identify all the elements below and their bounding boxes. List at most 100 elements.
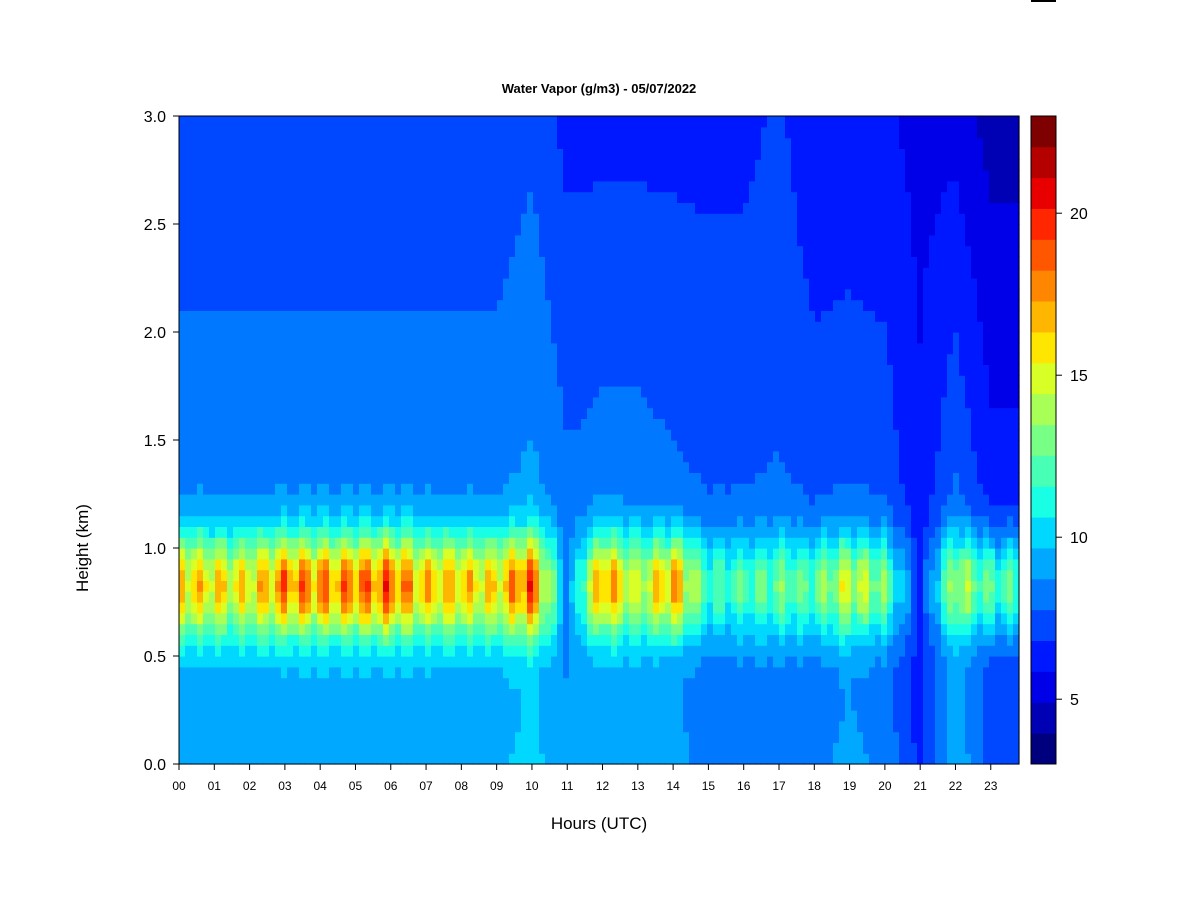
heatmap-cell bbox=[347, 472, 354, 484]
heatmap-cell bbox=[293, 375, 300, 387]
heatmap-cell bbox=[281, 483, 288, 495]
heatmap-cell bbox=[497, 612, 504, 625]
heatmap-cell bbox=[509, 342, 516, 355]
heatmap-cell bbox=[419, 472, 426, 484]
heatmap-cell bbox=[647, 429, 654, 441]
heatmap-cell bbox=[635, 731, 642, 743]
heatmap-cell bbox=[527, 710, 534, 722]
heatmap-cell bbox=[257, 634, 264, 646]
heatmap-cell bbox=[563, 677, 570, 689]
heatmap-cell bbox=[629, 332, 636, 344]
heatmap-cell bbox=[341, 515, 348, 527]
heatmap-cell bbox=[389, 645, 396, 657]
heatmap-cell bbox=[593, 288, 600, 301]
heatmap-cell bbox=[647, 742, 654, 754]
heatmap-cell bbox=[263, 720, 270, 733]
heatmap-cell bbox=[653, 202, 660, 214]
heatmap-cell bbox=[671, 148, 678, 160]
heatmap-cell bbox=[203, 558, 210, 571]
heatmap-cell bbox=[227, 461, 234, 473]
heatmap-cell bbox=[281, 537, 288, 549]
heatmap-cell bbox=[425, 342, 432, 355]
heatmap-cell bbox=[503, 742, 510, 754]
heatmap-cell bbox=[581, 407, 588, 419]
heatmap-cell bbox=[419, 342, 426, 355]
chart-title: Water Vapor (g/m3) - 05/07/2022 bbox=[502, 81, 697, 96]
heatmap-cell bbox=[641, 342, 648, 355]
heatmap-cell bbox=[533, 256, 540, 268]
heatmap-cell bbox=[407, 440, 414, 452]
heatmap-cell bbox=[665, 634, 672, 646]
heatmap-cell bbox=[491, 494, 498, 506]
heatmap-cell bbox=[209, 483, 216, 495]
heatmap-cell bbox=[437, 656, 444, 668]
heatmap-cell bbox=[563, 180, 570, 193]
heatmap-cell bbox=[485, 267, 492, 279]
heatmap-cell bbox=[455, 321, 462, 333]
heatmap-cell bbox=[653, 742, 660, 754]
heatmap-cell bbox=[209, 666, 216, 679]
heatmap-cell bbox=[485, 720, 492, 733]
heatmap-cell bbox=[353, 688, 360, 700]
heatmap-cell bbox=[263, 634, 270, 646]
heatmap-cell bbox=[419, 591, 426, 603]
heatmap-cell bbox=[425, 602, 432, 614]
heatmap-cell bbox=[287, 310, 294, 322]
heatmap-cell bbox=[575, 461, 582, 473]
heatmap-cell bbox=[497, 731, 504, 743]
heatmap-cell bbox=[617, 170, 624, 182]
heatmap-cell bbox=[545, 137, 552, 149]
heatmap-cell bbox=[377, 364, 384, 376]
heatmap-cell bbox=[485, 137, 492, 149]
heatmap-cell bbox=[425, 310, 432, 322]
heatmap-cell bbox=[623, 612, 630, 625]
heatmap-cell bbox=[515, 677, 522, 689]
heatmap-cell bbox=[389, 656, 396, 668]
heatmap-cell bbox=[533, 537, 540, 549]
heatmap-cell bbox=[335, 364, 342, 376]
heatmap-cell bbox=[557, 407, 564, 419]
heatmap-cell bbox=[359, 720, 366, 733]
heatmap-cell bbox=[635, 418, 642, 430]
heatmap-cell bbox=[317, 256, 324, 268]
heatmap-cell bbox=[281, 699, 288, 711]
heatmap-cell bbox=[509, 515, 516, 527]
heatmap-cell bbox=[299, 461, 306, 473]
heatmap-cell bbox=[551, 342, 558, 355]
heatmap-cell bbox=[269, 612, 276, 625]
heatmap-cell bbox=[413, 191, 420, 203]
heatmap-cell bbox=[317, 677, 324, 689]
heatmap-cell bbox=[341, 396, 348, 409]
heatmap-cell bbox=[239, 321, 246, 333]
heatmap-cell bbox=[545, 213, 552, 225]
heatmap-cell bbox=[533, 558, 540, 571]
heatmap-cell bbox=[509, 126, 516, 139]
heatmap-cell bbox=[281, 450, 288, 463]
heatmap-cell bbox=[557, 353, 564, 365]
heatmap-cell bbox=[203, 699, 210, 711]
heatmap-cell bbox=[467, 224, 474, 236]
heatmap-cell bbox=[323, 148, 330, 160]
heatmap-cell bbox=[365, 688, 372, 700]
heatmap-cell bbox=[593, 483, 600, 495]
heatmap-cell bbox=[179, 191, 186, 203]
heatmap-cell bbox=[209, 688, 216, 700]
heatmap-cell bbox=[341, 612, 348, 625]
heatmap-cell bbox=[455, 159, 462, 171]
heatmap-cell bbox=[329, 494, 336, 506]
heatmap-cell bbox=[677, 710, 684, 722]
heatmap-cell bbox=[335, 137, 342, 149]
heatmap-cell bbox=[431, 645, 438, 657]
heatmap-cell bbox=[461, 191, 468, 203]
heatmap-cell bbox=[563, 418, 570, 430]
heatmap-cell bbox=[479, 720, 486, 733]
heatmap-cell bbox=[251, 278, 258, 290]
heatmap-cell bbox=[359, 159, 366, 171]
heatmap-cell bbox=[593, 170, 600, 182]
heatmap-cell bbox=[587, 602, 594, 614]
heatmap-cell bbox=[569, 666, 576, 679]
heatmap-cell bbox=[287, 386, 294, 398]
heatmap-cell bbox=[425, 245, 432, 257]
heatmap-cell bbox=[389, 180, 396, 193]
heatmap-cell bbox=[299, 742, 306, 754]
